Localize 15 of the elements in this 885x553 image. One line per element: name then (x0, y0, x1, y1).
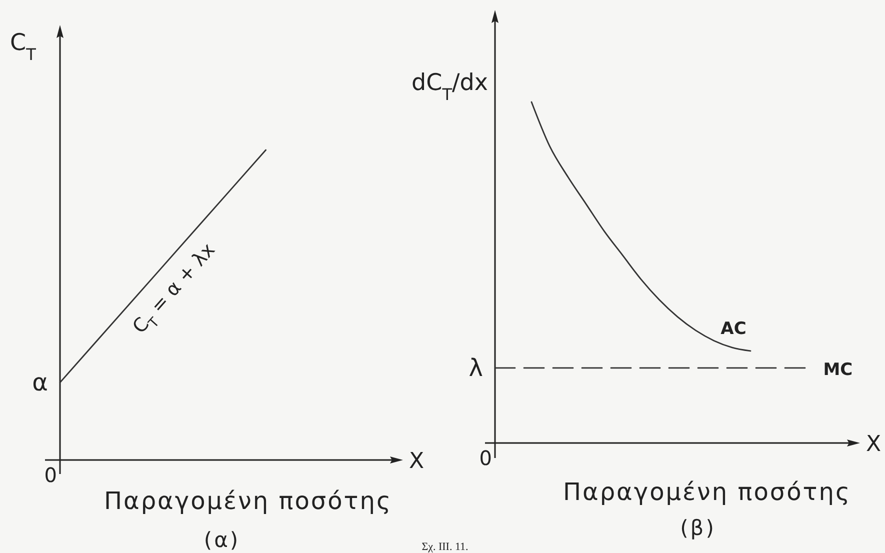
series-label: AC (720, 318, 746, 339)
y-axis-title: C$_{T}$ (10, 30, 36, 64)
text: X (409, 449, 424, 474)
text: (α) (204, 528, 240, 552)
annotation: α (32, 368, 48, 396)
text: Σχ. III. 11. (422, 541, 469, 553)
x-axis-title: Παραγομένη ποσότης (562, 478, 852, 506)
text: λ (468, 354, 483, 382)
text: 0 (479, 446, 492, 470)
text: X (866, 432, 882, 457)
text: 0 (44, 463, 57, 487)
series-label: MC (823, 360, 853, 380)
y-axis-title: dC$_{T}$/dx (412, 70, 488, 104)
x-axis-title: Παραγομένη ποσότης (104, 487, 392, 515)
text: (β) (680, 516, 716, 540)
